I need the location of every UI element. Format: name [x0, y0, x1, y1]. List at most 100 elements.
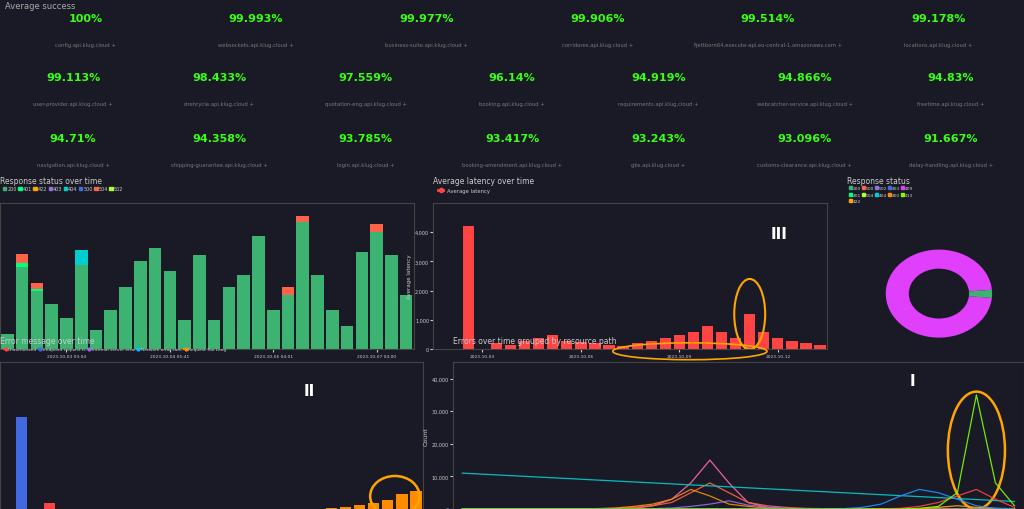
Text: config.api.klug.cloud +: config.api.klug.cloud +	[55, 43, 116, 48]
Bar	[645, 341, 656, 350]
Legend: Average latency: Average latency	[436, 187, 493, 196]
Text: 99.178%: 99.178%	[911, 14, 966, 24]
Bar	[16, 264, 29, 268]
Bar	[297, 217, 309, 223]
Bar	[603, 345, 614, 350]
Bar	[575, 343, 587, 350]
Text: Response status: Response status	[847, 177, 909, 186]
Bar	[75, 250, 87, 266]
Bar	[104, 310, 117, 350]
Bar	[632, 344, 643, 350]
Text: 99.906%: 99.906%	[570, 14, 625, 24]
Text: 91.667%: 91.667%	[924, 134, 978, 144]
Bar	[354, 505, 366, 509]
Bar	[382, 503, 393, 509]
Text: I: I	[909, 374, 915, 388]
Legend: 200, 401, 422, 500, 504, 502, 404, 403, 400, 409, 413: 200, 401, 422, 500, 504, 502, 404, 403, …	[849, 186, 913, 204]
Bar	[772, 338, 783, 350]
Text: delay-handling.api.klug.cloud +: delay-handling.api.klug.cloud +	[908, 163, 993, 168]
Text: 93.096%: 93.096%	[777, 134, 831, 144]
Text: II: II	[303, 384, 314, 399]
Text: webcatcher-service.api.klug.cloud +: webcatcher-service.api.klug.cloud +	[757, 102, 853, 107]
Bar	[617, 347, 629, 350]
Text: 94.866%: 94.866%	[777, 73, 831, 83]
Bar	[282, 287, 294, 295]
Bar	[267, 310, 280, 350]
Text: Errors over time grouped by resource path: Errors over time grouped by resource pat…	[453, 336, 616, 345]
Bar	[31, 289, 43, 291]
Text: 99.113%: 99.113%	[46, 73, 100, 83]
Bar	[758, 332, 769, 350]
Text: shipping-guarantee.api.klug.cloud +: shipping-guarantee.api.klug.cloud +	[171, 163, 268, 168]
Bar	[326, 508, 337, 509]
Bar	[463, 227, 474, 350]
Bar	[297, 223, 309, 350]
Text: user-provider.api.klug.cloud +: user-provider.api.klug.cloud +	[34, 102, 113, 107]
Bar	[31, 284, 43, 289]
Bar	[16, 254, 29, 264]
Text: requirements.api.klug.cloud +: requirements.api.klug.cloud +	[618, 102, 698, 107]
Text: 100%: 100%	[69, 14, 102, 24]
Text: customs-clearance.api.klug.cloud +: customs-clearance.api.klug.cloud +	[757, 163, 852, 168]
Bar	[311, 275, 324, 350]
Text: freetime.api.klug.cloud +: freetime.api.klug.cloud +	[918, 102, 984, 107]
Bar	[730, 338, 741, 350]
Y-axis label: Average latency: Average latency	[408, 254, 413, 299]
Text: fjettborn64.execute-api.eu-central-1.amazonaws.com +: fjettborn64.execute-api.eu-central-1.ama…	[694, 43, 842, 48]
Bar	[148, 248, 162, 350]
Bar	[355, 252, 368, 350]
Text: corridores.api.klug.cloud +: corridores.api.klug.cloud +	[562, 43, 633, 48]
Text: 98.433%: 98.433%	[193, 73, 247, 83]
Bar	[505, 345, 516, 350]
Text: 93.417%: 93.417%	[485, 134, 539, 144]
Bar	[252, 237, 265, 350]
Text: 99.993%: 99.993%	[228, 14, 284, 24]
Text: 96.14%: 96.14%	[488, 73, 536, 83]
Bar	[134, 262, 146, 350]
Legend: Unauthorized, Endpoint request ti-, Internal server error, Network error com-, R: Unauthorized, Endpoint request ti-, Inte…	[2, 346, 228, 353]
Bar	[368, 503, 379, 509]
Bar	[282, 295, 294, 350]
Text: 94.919%: 94.919%	[631, 73, 686, 83]
Bar	[119, 287, 132, 350]
Bar	[354, 508, 366, 509]
Text: III: III	[771, 227, 787, 241]
Bar	[814, 345, 825, 350]
Y-axis label: Count: Count	[424, 427, 429, 445]
Bar	[31, 291, 43, 350]
Bar	[371, 233, 383, 350]
Bar	[547, 335, 558, 350]
Bar	[716, 332, 727, 350]
Text: locations.api.klug.cloud +: locations.api.klug.cloud +	[904, 43, 973, 48]
Bar	[590, 344, 601, 350]
Bar	[238, 275, 250, 350]
Bar	[1, 334, 13, 350]
Text: business-suite.api.klug.cloud +: business-suite.api.klug.cloud +	[385, 43, 468, 48]
Text: 97.559%: 97.559%	[339, 73, 393, 83]
Text: navigation.api.klug.cloud +: navigation.api.klug.cloud +	[37, 163, 110, 168]
Bar	[688, 332, 699, 350]
Bar	[659, 338, 671, 350]
Text: Average latency over time: Average latency over time	[433, 177, 535, 186]
Wedge shape	[886, 250, 992, 338]
Bar	[674, 335, 685, 350]
Bar	[75, 266, 87, 350]
Text: 93.785%: 93.785%	[339, 134, 393, 144]
Bar	[701, 326, 713, 350]
Bar	[534, 338, 545, 350]
Bar	[222, 287, 236, 350]
Bar	[396, 494, 408, 509]
Text: 99.977%: 99.977%	[399, 14, 454, 24]
Bar	[60, 319, 73, 350]
Bar	[382, 500, 393, 509]
Bar	[326, 310, 339, 350]
Bar	[164, 272, 176, 350]
Bar	[15, 417, 27, 509]
Text: 99.514%: 99.514%	[740, 14, 796, 24]
Text: Response status over time: Response status over time	[0, 177, 102, 186]
Text: drehrycle.api.klug.cloud +: drehrycle.api.klug.cloud +	[184, 102, 254, 107]
Bar	[801, 344, 812, 350]
Bar	[411, 491, 422, 509]
Text: login.api.klug.cloud +: login.api.klug.cloud +	[337, 163, 394, 168]
Text: Error message over time: Error message over time	[0, 336, 94, 345]
